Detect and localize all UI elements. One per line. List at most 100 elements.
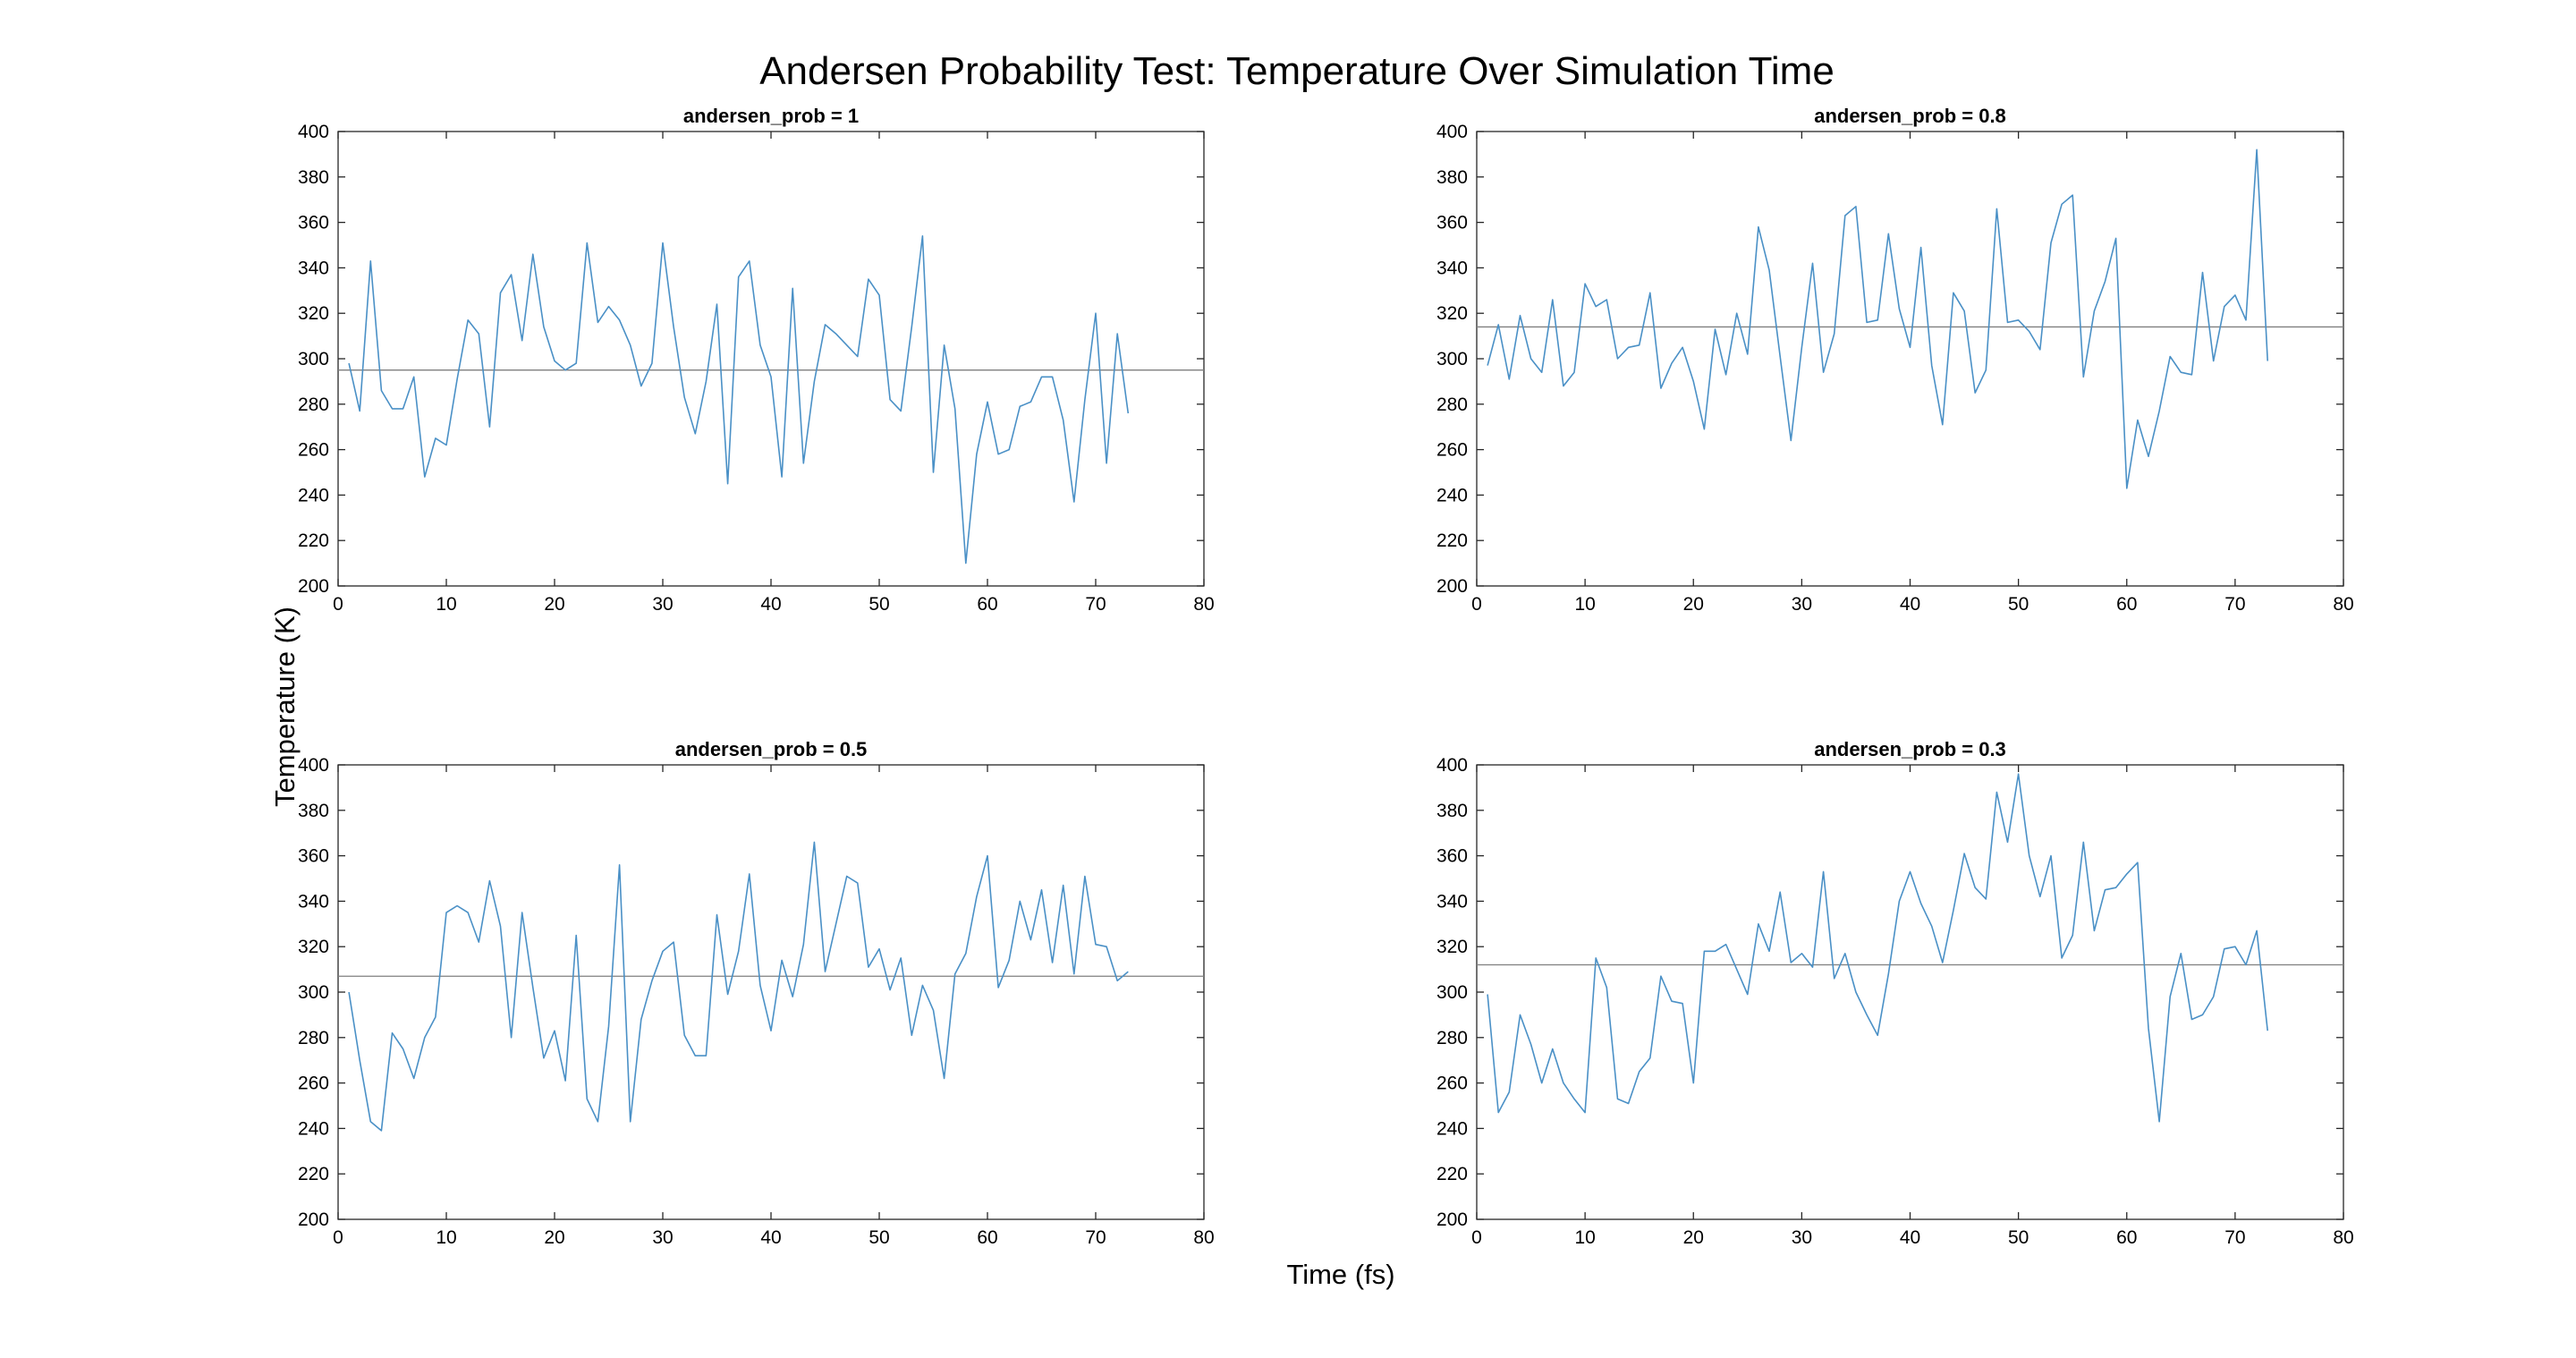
subplot-prob-0-8-ytick-label: 360 bbox=[1436, 213, 1468, 233]
subplot-prob-0-5-ytick-label: 240 bbox=[298, 1118, 329, 1139]
subplot-prob-0-8-xtick-label: 70 bbox=[2224, 594, 2245, 615]
subplot-prob-0-8-xtick-label: 60 bbox=[2116, 594, 2137, 615]
subplot-prob-0-3-ytick-label: 260 bbox=[1436, 1074, 1468, 1094]
subplot-prob-0-5-xtick-label: 10 bbox=[436, 1227, 456, 1248]
figure-xlabel: Time (fs) bbox=[1286, 1259, 1394, 1290]
subplot-prob-1-ytick-label: 380 bbox=[298, 167, 329, 188]
figure-ylabel: Temperature (K) bbox=[269, 607, 301, 807]
subplot-prob-0-3-ytick-label: 380 bbox=[1436, 801, 1468, 821]
subplot-prob-0-8-ytick-label: 340 bbox=[1436, 258, 1468, 278]
subplot-prob-0-3-title: andersen_prob = 0.3 bbox=[1814, 738, 2006, 760]
subplot-prob-1-ytick-label: 260 bbox=[298, 440, 329, 461]
subplot-prob-0-8-series-line bbox=[1487, 149, 2268, 489]
subplot-prob-0-5-ytick-label: 220 bbox=[298, 1164, 329, 1184]
subplot-prob-1-ytick-label: 240 bbox=[298, 485, 329, 505]
subplot-prob-0-3-ytick-label: 320 bbox=[1436, 937, 1468, 957]
subplot-prob-0-5-series-line bbox=[348, 841, 1129, 1132]
subplot-prob-1-xtick-label: 60 bbox=[977, 594, 997, 615]
subplot-prob-0-5-ytick-label: 340 bbox=[298, 891, 329, 912]
subplot-prob-0-8: andersen_prob = 0.8 0 10 20 30 40 50 60 70 80 200 2… bbox=[1436, 105, 2354, 615]
subplot-prob-0-5-ytick-label: 380 bbox=[298, 801, 329, 821]
subplot-prob-0-3-ytick-label: 200 bbox=[1436, 1209, 1468, 1230]
subplot-prob-1-ytick-label: 360 bbox=[298, 213, 329, 233]
subplot-prob-0-8-xtick-label: 10 bbox=[1574, 594, 1595, 615]
subplots-container: andersen_prob = 10 10 20 30 40 50 60 70 80200220… bbox=[298, 105, 2354, 1248]
subplot-prob-0-3-xtick-label: 40 bbox=[1900, 1227, 1920, 1248]
subplot-prob-0-3-ytick-label: 280 bbox=[1436, 1028, 1468, 1048]
subplot-prob-0-5-xtick-label: 80 bbox=[1193, 1227, 1214, 1248]
subplot-prob-0-8-xtick-label: 80 bbox=[2333, 594, 2353, 615]
subplot-prob-1-title: andersen_prob = 1 bbox=[683, 105, 859, 127]
subplot-prob-0-8-xtick-label: 40 bbox=[1900, 594, 1920, 615]
subplot-prob-0-5-ytick-label: 400 bbox=[298, 755, 329, 776]
subplot-prob-1-xtick-label: 50 bbox=[869, 594, 889, 615]
subplot-prob-0-5-ytick-label: 300 bbox=[298, 982, 329, 1003]
subplot-prob-0-5-xtick-label: 40 bbox=[760, 1227, 781, 1248]
subplot-prob-0-5-axes-box bbox=[337, 764, 1205, 1220]
subplot-prob-0-3-ytick-label: 300 bbox=[1436, 982, 1468, 1003]
subplot-prob-1-ytick-label: 340 bbox=[298, 258, 329, 278]
subplot-prob-0-3-ytick-label: 220 bbox=[1436, 1164, 1468, 1184]
figure-title: Andersen Probability Test: Temperature O… bbox=[759, 49, 1835, 93]
subplot-prob-0-8-xtick-label: 30 bbox=[1792, 594, 1812, 615]
subplot-prob-0-8-ytick-label: 320 bbox=[1436, 303, 1468, 324]
subplot-prob-0-3-xtick-label: 50 bbox=[2008, 1227, 2029, 1248]
subplot-prob-1-xtick-label: 70 bbox=[1085, 594, 1106, 615]
subplot-prob-0-3-xtick-label: 60 bbox=[2116, 1227, 2137, 1248]
subplot-prob-0-8-ytick-label: 400 bbox=[1436, 122, 1468, 142]
subplot-prob-1-xtick-label: 10 bbox=[436, 594, 456, 615]
subplot-prob-0-3-xtick-label: 80 bbox=[2333, 1227, 2353, 1248]
subplot-prob-0-8-xtick-label: 0 bbox=[1471, 594, 1482, 615]
subplot-prob-0-5-xtick-label: 50 bbox=[869, 1227, 889, 1248]
subplot-prob-0-3-ytick-label: 240 bbox=[1436, 1118, 1468, 1139]
subplot-prob-1-series-line bbox=[348, 234, 1130, 564]
subplot-prob-0-5-ytick-label: 360 bbox=[298, 846, 329, 867]
subplot-prob-0-8-ytick-label: 240 bbox=[1436, 485, 1468, 505]
subplot-prob-0-3: andersen_prob = 0.3 0 10 20 30 40 50 60 70 80 200 2… bbox=[1436, 738, 2354, 1248]
subplot-prob-0-5-xtick-label: 30 bbox=[652, 1227, 673, 1248]
subplot-prob-1-ytick-label: 320 bbox=[298, 303, 329, 324]
subplot-prob-0-5-xtick-label: 70 bbox=[1085, 1227, 1106, 1248]
subplot-prob-0-5-title: andersen_prob = 0.5 bbox=[675, 738, 868, 760]
subplot-prob-0-5-xtick-label: 0 bbox=[333, 1227, 343, 1248]
subplot-prob-1-xtick-label: 40 bbox=[760, 594, 781, 615]
subplot-prob-0-8-ytick-label: 280 bbox=[1436, 395, 1468, 415]
subplot-prob-1-ytick-label: 300 bbox=[298, 349, 329, 369]
subplot-prob-1-xtick-label: 0 bbox=[333, 594, 343, 615]
subplot-prob-0-8-title: andersen_prob = 0.8 bbox=[1814, 105, 2006, 127]
subplot-prob-0-3-ytick-label: 360 bbox=[1436, 846, 1468, 867]
subplot-prob-0-5-xtick-label: 20 bbox=[544, 1227, 564, 1248]
subplot-prob-0-3-xtick-label: 10 bbox=[1574, 1227, 1595, 1248]
subplot-prob-0-5-ytick-label: 260 bbox=[298, 1074, 329, 1094]
subplot-prob-1-xtick-label: 30 bbox=[652, 594, 673, 615]
subplot-prob-1-axes-box bbox=[337, 131, 1205, 587]
subplot-prob-0-8-ytick-label: 260 bbox=[1436, 440, 1468, 461]
subplot-prob-0-8-ytick-label: 300 bbox=[1436, 349, 1468, 369]
subplot-prob-0-5-xtick-label: 60 bbox=[977, 1227, 997, 1248]
subplot-prob-1-xtick-label: 80 bbox=[1193, 594, 1214, 615]
subplot-prob-0-5-ytick-label: 280 bbox=[298, 1028, 329, 1048]
subplot-prob-0-3-xtick-label: 0 bbox=[1471, 1227, 1482, 1248]
subplot-prob-0-3-xtick-label: 20 bbox=[1683, 1227, 1704, 1248]
subplot-prob-0-8-ytick-label: 220 bbox=[1436, 530, 1468, 551]
subplot-prob-0-8-xtick-label: 20 bbox=[1683, 594, 1704, 615]
subplot-prob-0-3-ytick-label: 400 bbox=[1436, 755, 1468, 776]
subplot-prob-0-5-ytick-label: 320 bbox=[298, 937, 329, 957]
subplot-prob-0-3-series-line bbox=[1487, 773, 2268, 1123]
subplot-prob-0-5: andersen_prob = 0.5 0 10 20 30 40 50 60 70 80 200 2… bbox=[298, 738, 1215, 1248]
subplot-prob-0-3-xtick-label: 70 bbox=[2224, 1227, 2245, 1248]
subplot-prob-1-ytick-label: 280 bbox=[298, 395, 329, 415]
subplot-prob-0-8-axes-box bbox=[1476, 131, 2344, 587]
subplot-prob-0-3-xtick-label: 30 bbox=[1792, 1227, 1812, 1248]
subplot-prob-0-8-ytick-label: 200 bbox=[1436, 576, 1468, 597]
subplot-prob-0-5-ytick-label: 200 bbox=[298, 1209, 329, 1230]
subplot-prob-0-3-ytick-label: 340 bbox=[1436, 891, 1468, 912]
subplot-prob-1-ytick-label: 220 bbox=[298, 530, 329, 551]
subplot-prob-0-8-ytick-label: 380 bbox=[1436, 167, 1468, 188]
subplot-prob-1-ytick-label: 400 bbox=[298, 122, 329, 142]
subplot-prob-1-ytick-label: 200 bbox=[298, 576, 329, 597]
subplot-prob-1-xtick-label: 20 bbox=[544, 594, 564, 615]
subplot-prob-0-8-xtick-label: 50 bbox=[2008, 594, 2029, 615]
subplot-prob-1: andersen_prob = 1 0 10 20 30 40 50 60 70 80 200 220… bbox=[298, 105, 1215, 615]
